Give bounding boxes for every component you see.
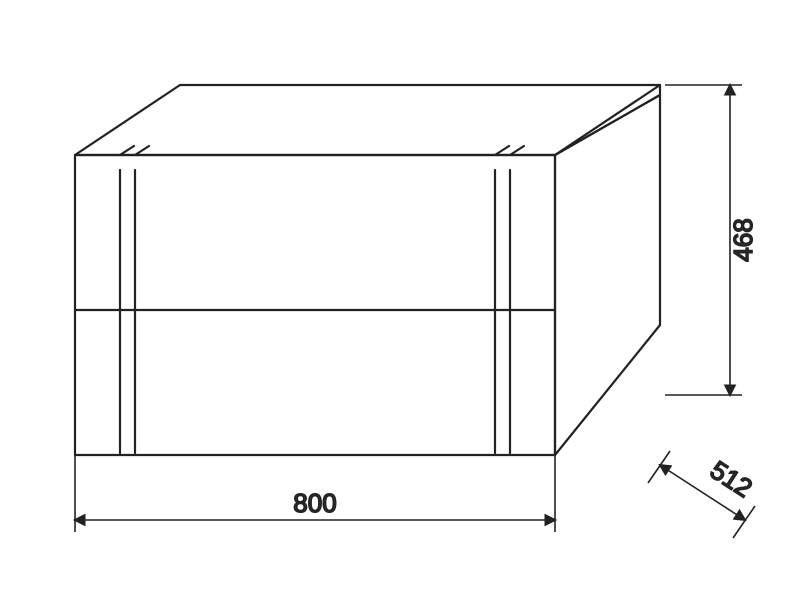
cabinet-side: [555, 95, 660, 455]
dimension-height: 468: [665, 85, 758, 395]
technical-drawing: 800 468 512: [0, 0, 800, 600]
dimension-height-value: 468: [728, 218, 758, 261]
dimension-depth-value: 512: [705, 455, 758, 504]
cabinet-unit: [75, 85, 660, 455]
cabinet-top-notches: [120, 146, 524, 155]
dimension-width: 800: [75, 455, 555, 532]
cabinet-pilasters: [120, 170, 510, 453]
dimension-depth: 512: [648, 451, 758, 538]
dimension-width-value: 800: [293, 488, 336, 518]
cabinet-front: [75, 155, 555, 455]
